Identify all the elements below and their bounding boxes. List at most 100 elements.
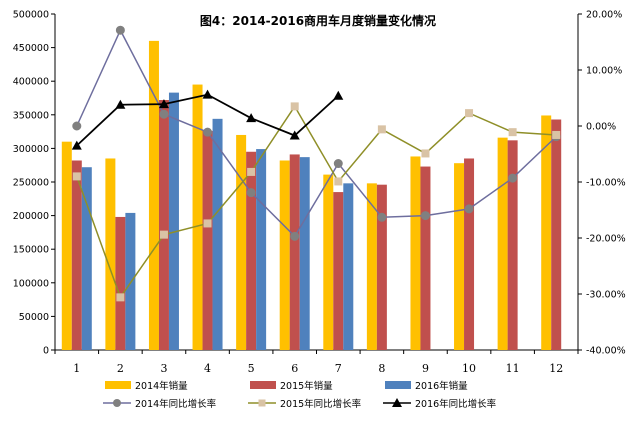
bar — [333, 192, 344, 350]
bar — [256, 149, 267, 350]
x-tick-label: 1 — [73, 362, 80, 375]
right-tick-label: -10.00% — [586, 178, 626, 189]
bar — [115, 216, 126, 350]
right-tick-label: 20.00% — [586, 10, 622, 21]
bars — [61, 40, 562, 351]
bar — [81, 167, 92, 350]
bar — [61, 141, 72, 350]
bar — [158, 100, 169, 351]
line-point — [420, 211, 430, 221]
line-point — [290, 231, 300, 241]
legend-marker — [258, 399, 266, 407]
right-tick-label: -40.00% — [586, 346, 626, 357]
bar — [71, 160, 82, 350]
bar — [192, 84, 203, 350]
left-tick-label: 0 — [43, 346, 49, 357]
legend-label: 2015年同比增长率 — [280, 398, 362, 410]
right-tick-label: -30.00% — [586, 290, 626, 301]
line-point — [72, 172, 81, 181]
left-tick-label: 200000 — [13, 211, 49, 222]
x-tick-label: 10 — [462, 362, 476, 375]
line-point — [334, 177, 343, 186]
line-point — [464, 204, 474, 214]
bar — [420, 166, 431, 350]
line-point — [159, 109, 169, 119]
legend-label: 2014年同比增长率 — [135, 398, 217, 410]
bar — [299, 157, 310, 350]
bar — [279, 160, 290, 350]
left-tick-label: 350000 — [13, 110, 49, 121]
line-point — [421, 149, 430, 158]
line-point — [115, 99, 126, 109]
legend-label: 2016年同比增长率 — [415, 398, 497, 410]
bar — [454, 163, 465, 350]
right-tick-label: -20.00% — [586, 234, 626, 245]
series-line — [76, 104, 557, 299]
left-tick-label: 150000 — [13, 245, 49, 256]
line-point — [377, 125, 386, 134]
bar — [343, 183, 354, 350]
series-line — [76, 28, 557, 238]
bar — [202, 130, 213, 350]
legend-swatch — [385, 381, 411, 389]
bar — [105, 158, 116, 350]
line-point — [508, 128, 517, 137]
x-tick-label: 7 — [335, 362, 342, 375]
line-point — [508, 173, 518, 183]
left-tick-label: 250000 — [13, 178, 49, 189]
x-tick-label: 9 — [422, 362, 429, 375]
line-point — [465, 109, 474, 118]
line-point — [202, 89, 213, 99]
lines — [71, 25, 561, 302]
bar — [507, 140, 518, 350]
bar — [551, 119, 562, 350]
line-point — [116, 293, 125, 302]
line-point — [72, 121, 82, 131]
legend-label: 2016年销量 — [415, 380, 468, 392]
line-point — [552, 130, 561, 139]
legend-swatch — [105, 381, 131, 389]
right-tick-label: 0.00% — [586, 122, 616, 133]
line-point — [158, 99, 169, 109]
legend: 2014年销量 2015年销量 2016年销量 2014年同比增长率 2015年同比增长… — [103, 380, 497, 410]
line-point — [377, 212, 387, 222]
legend-marker — [392, 398, 402, 407]
bar — [289, 154, 300, 350]
line-point — [115, 25, 125, 35]
line-point — [71, 140, 82, 150]
bar — [366, 183, 377, 350]
left-tick-label: 300000 — [13, 144, 49, 155]
line-point — [247, 167, 256, 176]
legend-marker — [113, 399, 121, 407]
x-tick-label: 3 — [160, 362, 167, 375]
left-tick-label: 50000 — [19, 312, 49, 323]
line-point — [246, 188, 256, 198]
bar — [323, 174, 334, 350]
bar — [148, 40, 159, 350]
left-tick-label: 450000 — [13, 43, 49, 54]
x-tick-label: 8 — [378, 362, 385, 375]
bar — [410, 156, 421, 350]
chart-title: 图4：2014-2016商用车月度销量变化情况 — [200, 13, 436, 28]
bar — [246, 151, 257, 350]
bar — [541, 115, 552, 350]
x-tick-label: 2 — [117, 362, 124, 375]
legend-swatch — [250, 381, 276, 389]
bar — [497, 137, 508, 350]
left-tick-label: 100000 — [13, 278, 49, 289]
legend-label: 2015年销量 — [280, 380, 333, 392]
bar — [168, 92, 179, 351]
legend-label: 2014年销量 — [135, 380, 188, 392]
line-point — [333, 159, 343, 169]
x-tick-label: 12 — [549, 362, 563, 375]
bar — [236, 134, 247, 350]
right-tick-label: 10.00% — [586, 66, 622, 77]
left-tick-label: 400000 — [13, 77, 49, 88]
left-tick-label: 500000 — [13, 10, 49, 21]
line-point — [289, 130, 300, 140]
line-point — [290, 102, 299, 111]
bar — [125, 212, 136, 350]
x-tick-label: 4 — [204, 362, 211, 375]
line-point — [203, 219, 212, 228]
